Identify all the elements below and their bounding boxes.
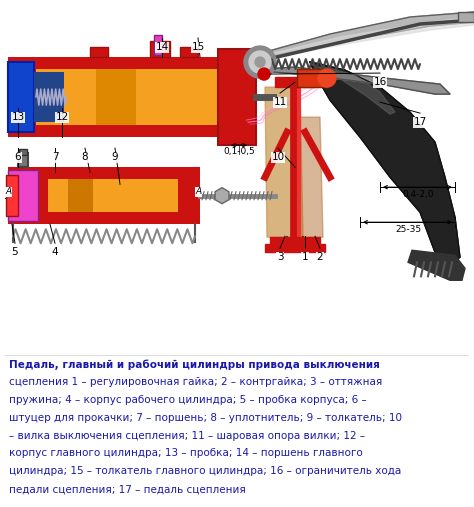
Circle shape	[258, 68, 270, 80]
Text: 13: 13	[11, 112, 25, 122]
Bar	[68, 179, 93, 212]
Polygon shape	[270, 17, 474, 58]
Text: 3: 3	[277, 252, 283, 262]
Circle shape	[318, 69, 336, 87]
Text: 2: 2	[317, 252, 323, 262]
Bar	[36, 69, 230, 125]
Bar	[458, 12, 474, 22]
Bar	[8, 57, 248, 137]
Text: 11: 11	[273, 97, 287, 107]
Bar	[218, 49, 256, 145]
Bar	[154, 35, 162, 55]
Text: 7: 7	[52, 152, 58, 162]
Bar	[180, 47, 198, 57]
Polygon shape	[248, 12, 474, 62]
Polygon shape	[318, 67, 395, 114]
Bar	[90, 47, 108, 57]
Bar	[19, 149, 27, 155]
Bar	[18, 153, 28, 167]
Text: 8: 8	[82, 152, 88, 162]
Text: 1: 1	[301, 252, 308, 262]
Bar	[8, 167, 200, 224]
Text: 9: 9	[112, 152, 118, 162]
Text: Педаль, главный и рабочий цилиндры привода выключения: Педаль, главный и рабочий цилиндры приво…	[9, 359, 380, 370]
Text: 6: 6	[15, 152, 21, 162]
Text: 0,1-0,5: 0,1-0,5	[223, 147, 255, 156]
Text: 14: 14	[155, 42, 169, 52]
Text: 0,4-2,0: 0,4-2,0	[402, 190, 434, 199]
Text: пружина; 4 – корпус рабочего цилиндра; 5 – пробка корпуса; 6 –: пружина; 4 – корпус рабочего цилиндра; 5…	[9, 395, 367, 405]
Text: штуцер для прокачки; 7 – поршень; 8 – уплотнитель; 9 – толкатель; 10: штуцер для прокачки; 7 – поршень; 8 – уп…	[9, 413, 402, 423]
Text: 25-35: 25-35	[395, 225, 421, 234]
Bar	[48, 179, 178, 212]
Text: корпус главного цилиндра; 13 – пробка; 14 – поршень главного: корпус главного цилиндра; 13 – пробка; 1…	[9, 449, 363, 458]
Polygon shape	[265, 87, 303, 237]
Text: – вилка выключения сцепления; 11 – шаровая опора вилки; 12 –: – вилка выключения сцепления; 11 – шаров…	[9, 430, 365, 441]
Text: 17: 17	[413, 117, 427, 127]
Polygon shape	[265, 237, 325, 252]
Bar	[150, 41, 170, 57]
Text: сцепления 1 – регулировочная гайка; 2 – контргайка; 3 – оттяжная: сцепления 1 – регулировочная гайка; 2 – …	[9, 377, 383, 387]
Circle shape	[249, 51, 271, 73]
Text: A: A	[195, 187, 201, 196]
Polygon shape	[275, 77, 315, 87]
Text: 10: 10	[272, 152, 284, 162]
Bar	[8, 170, 38, 221]
Polygon shape	[300, 117, 323, 237]
Text: 5: 5	[12, 247, 18, 257]
Text: педали сцепления; 17 – педаль сцепления: педали сцепления; 17 – педаль сцепления	[9, 484, 246, 494]
Bar	[96, 69, 136, 125]
Polygon shape	[310, 62, 460, 264]
Circle shape	[244, 46, 276, 78]
Bar	[34, 72, 64, 122]
Polygon shape	[248, 67, 450, 94]
Text: A: A	[5, 187, 11, 196]
Circle shape	[255, 57, 265, 67]
Text: цилиндра; 15 – толкатель главного цилиндра; 16 – ограничитель хода: цилиндра; 15 – толкатель главного цилинд…	[9, 466, 401, 476]
Bar	[6, 175, 18, 216]
Text: 4-5: 4-5	[288, 238, 302, 247]
Bar	[8, 62, 34, 132]
Text: 4: 4	[52, 247, 58, 257]
Text: 15: 15	[191, 42, 205, 52]
Bar	[297, 69, 327, 87]
Text: 16: 16	[374, 77, 387, 87]
Text: 12: 12	[55, 112, 69, 122]
Polygon shape	[408, 250, 465, 280]
